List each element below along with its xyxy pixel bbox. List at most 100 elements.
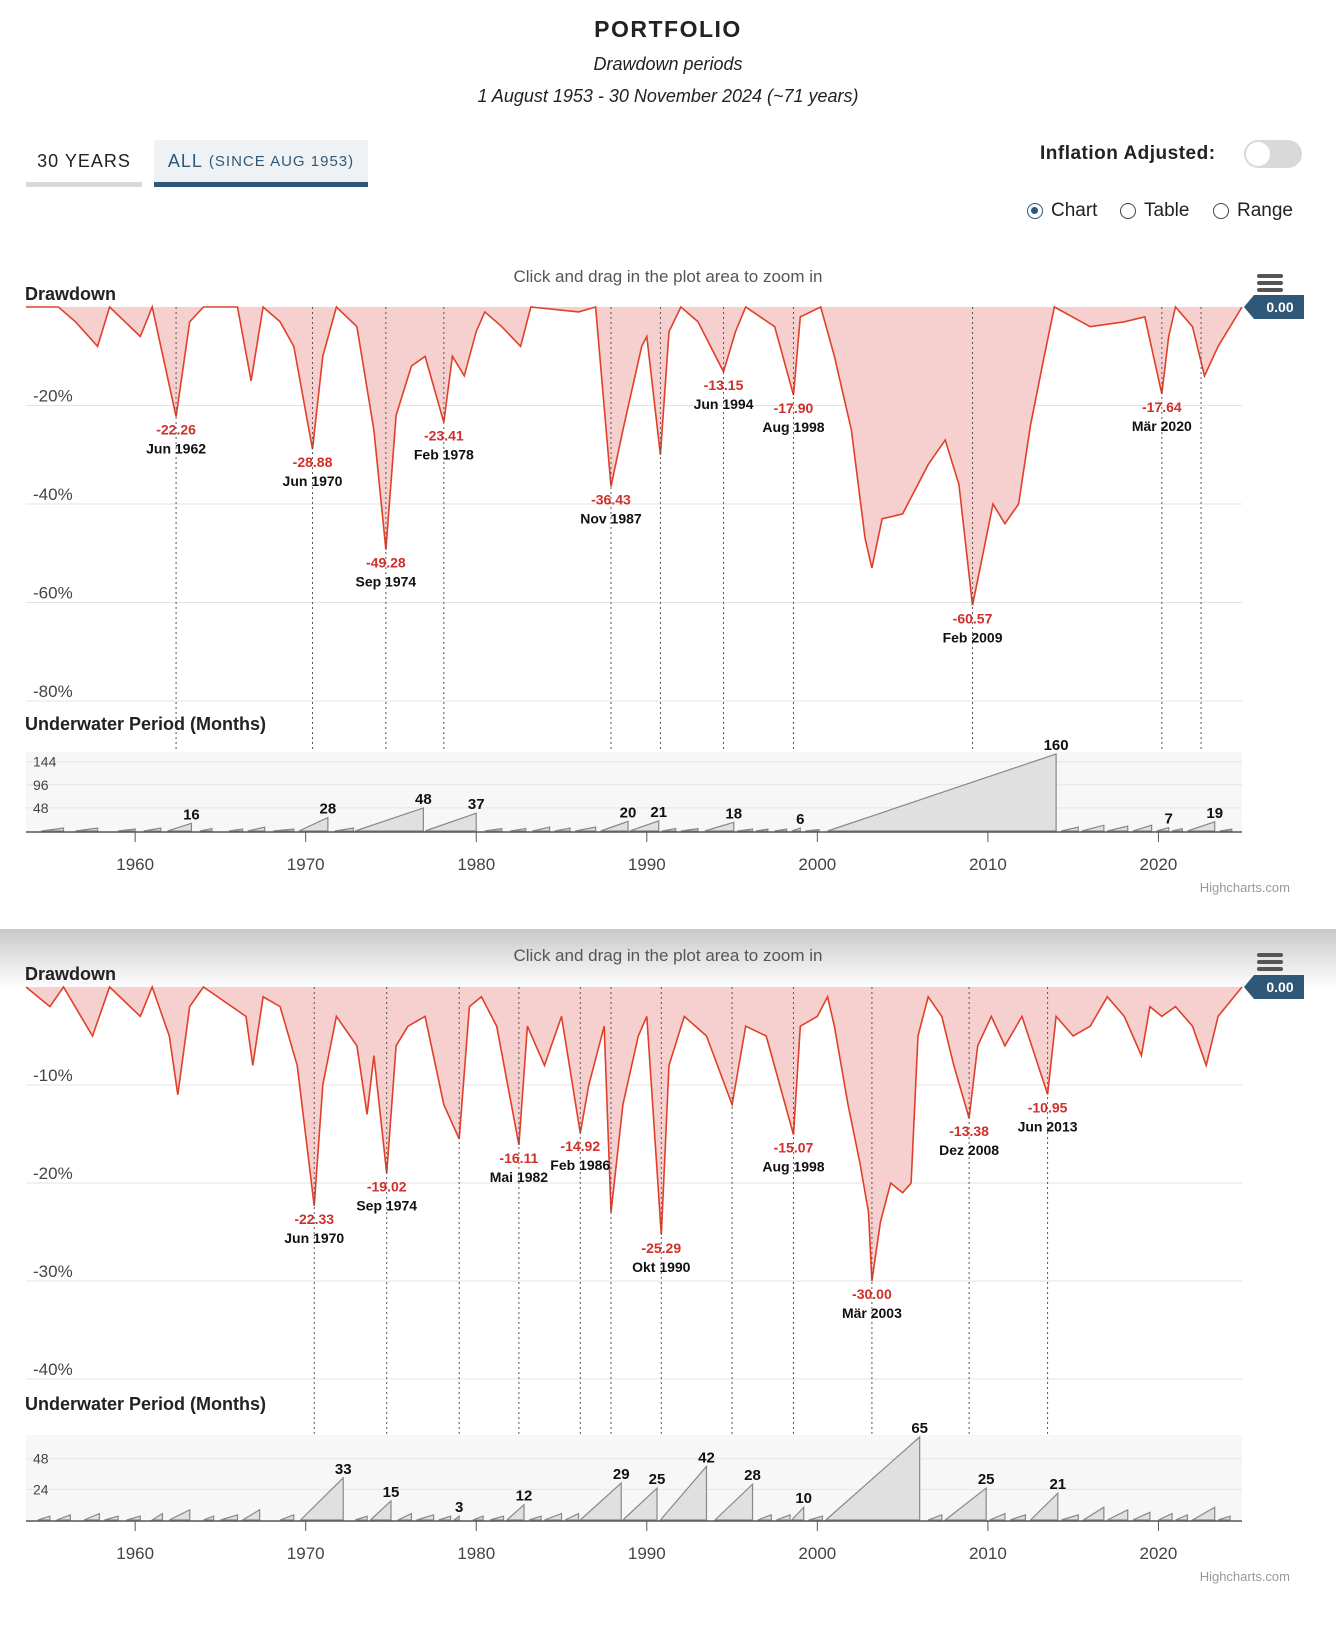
- underwater-ramp[interactable]: [118, 828, 136, 832]
- underwater-ramp[interactable]: [1029, 1491, 1059, 1521]
- underwater-ramp[interactable]: [704, 821, 735, 832]
- underwater-ramp[interactable]: [168, 1508, 191, 1521]
- drawdown-chart-1-svg[interactable]: Click and drag in the plot area to zoom …: [0, 260, 1336, 930]
- underwater-ramp[interactable]: [1107, 825, 1129, 832]
- chart-menu-icon[interactable]: [1257, 953, 1283, 971]
- underwater-ramp[interactable]: [484, 827, 503, 832]
- underwater-ramp[interactable]: [791, 827, 801, 832]
- radio-table[interactable]: Table: [1120, 200, 1189, 222]
- underwater-ramp[interactable]: [1009, 1514, 1027, 1521]
- underwater-ramp[interactable]: [776, 1514, 791, 1521]
- underwater-ramp[interactable]: [75, 827, 99, 832]
- underwater-ramp[interactable]: [1107, 1508, 1129, 1521]
- underwater-ramp[interactable]: [544, 1512, 563, 1521]
- drawdown-line[interactable]: [25, 984, 1243, 1282]
- underwater-ramp[interactable]: [827, 753, 1057, 832]
- underwater-ramp[interactable]: [629, 820, 660, 832]
- underwater-ramp[interactable]: [167, 822, 193, 832]
- radio-chart[interactable]: Chart: [1027, 200, 1097, 222]
- underwater-ramp[interactable]: [1081, 1506, 1105, 1521]
- underwater-ramp[interactable]: [927, 1514, 943, 1521]
- underwater-ramp[interactable]: [808, 1515, 824, 1521]
- underwater-ramp[interactable]: [1158, 1512, 1173, 1521]
- underwater-ramp[interactable]: [452, 1514, 460, 1521]
- underwater-ramp[interactable]: [1132, 1511, 1151, 1521]
- radio-chart-dot[interactable]: [1027, 203, 1043, 219]
- underwater-ramp[interactable]: [790, 1505, 805, 1521]
- underwater-ramp[interactable]: [489, 1515, 505, 1521]
- underwater-ramp[interactable]: [575, 826, 597, 832]
- underwater-ramp[interactable]: [1190, 1506, 1216, 1521]
- underwater-ramp[interactable]: [774, 828, 788, 832]
- underwater-ramp[interactable]: [532, 826, 551, 832]
- underwater-ramp[interactable]: [755, 828, 769, 832]
- radio-table-dot[interactable]: [1120, 203, 1136, 219]
- underwater-ramp[interactable]: [150, 1512, 164, 1521]
- highcharts-credit[interactable]: Highcharts.com: [1200, 1569, 1290, 1584]
- underwater-ramp[interactable]: [354, 1515, 368, 1521]
- tab-all[interactable]: ALL (SINCE AUG 1953): [154, 140, 368, 187]
- underwater-ramp[interactable]: [126, 1515, 141, 1521]
- radio-range-dot[interactable]: [1213, 203, 1229, 219]
- underwater-ramp[interactable]: [659, 1464, 708, 1521]
- underwater-ramp[interactable]: [757, 1514, 772, 1521]
- underwater-ramp[interactable]: [273, 828, 295, 832]
- underwater-ramp[interactable]: [83, 1512, 100, 1521]
- underwater-ramp[interactable]: [472, 1515, 484, 1521]
- underwater-ramp[interactable]: [1219, 828, 1233, 832]
- underwater-ramp[interactable]: [279, 1514, 295, 1521]
- underwater-ramp[interactable]: [240, 1508, 261, 1521]
- drawdown-chart-1[interactable]: Click and drag in the plot area to zoom …: [0, 260, 1336, 930]
- underwater-ramp[interactable]: [397, 1512, 413, 1521]
- underwater-ramp[interactable]: [528, 1515, 542, 1521]
- underwater-ramp[interactable]: [1061, 1514, 1079, 1521]
- underwater-ramp[interactable]: [943, 1486, 987, 1521]
- underwater-ramp[interactable]: [621, 1486, 658, 1521]
- underwater-ramp[interactable]: [564, 1512, 580, 1521]
- underwater-ramp[interactable]: [354, 807, 424, 832]
- underwater-ramp[interactable]: [334, 827, 355, 832]
- underwater-ramp[interactable]: [1171, 827, 1183, 832]
- underwater-ramp[interactable]: [805, 828, 820, 832]
- underwater-ramp[interactable]: [1081, 824, 1105, 832]
- underwater-ramp[interactable]: [220, 1514, 239, 1521]
- underwater-ramp[interactable]: [299, 1476, 344, 1521]
- underwater-ramp[interactable]: [1132, 824, 1153, 832]
- underwater-ramp[interactable]: [228, 828, 244, 832]
- underwater-ramp[interactable]: [1175, 1513, 1189, 1521]
- underwater-ramp[interactable]: [737, 828, 754, 832]
- underwater-ramp[interactable]: [143, 827, 162, 832]
- underwater-ramp[interactable]: [424, 812, 477, 832]
- drawdown-line[interactable]: [26, 304, 1243, 606]
- drawdown-chart-2-svg[interactable]: Click and drag in the plot area to zoom …: [0, 930, 1336, 1621]
- underwater-ramp[interactable]: [368, 1499, 392, 1521]
- underwater-ramp[interactable]: [247, 826, 266, 832]
- underwater-ramp[interactable]: [578, 1481, 622, 1521]
- underwater-ramp[interactable]: [203, 1515, 215, 1521]
- underwater-ramp[interactable]: [41, 827, 65, 832]
- underwater-ramp[interactable]: [1156, 826, 1170, 832]
- underwater-ramp[interactable]: [104, 1515, 119, 1521]
- underwater-ramp[interactable]: [505, 1503, 525, 1521]
- underwater-ramp[interactable]: [438, 1515, 452, 1521]
- underwater-ramp[interactable]: [1217, 1515, 1231, 1521]
- underwater-ramp[interactable]: [298, 816, 329, 832]
- radio-range[interactable]: Range: [1213, 200, 1293, 222]
- underwater-ramp[interactable]: [56, 1514, 71, 1521]
- underwater-ramp[interactable]: [989, 1512, 1006, 1521]
- underwater-ramp[interactable]: [824, 1435, 921, 1521]
- drawdown-chart-2[interactable]: Click and drag in the plot area to zoom …: [0, 930, 1336, 1621]
- underwater-ramp[interactable]: [37, 1515, 51, 1521]
- underwater-ramp[interactable]: [1061, 826, 1079, 832]
- underwater-ramp[interactable]: [416, 1514, 435, 1521]
- inflation-adjusted-toggle[interactable]: [1244, 140, 1302, 168]
- underwater-ramp[interactable]: [554, 827, 571, 832]
- underwater-ramp[interactable]: [600, 820, 629, 832]
- tab-30-years[interactable]: 30 YEARS: [26, 140, 142, 187]
- underwater-ramp[interactable]: [662, 827, 677, 832]
- highcharts-credit[interactable]: Highcharts.com: [1200, 880, 1290, 895]
- underwater-ramp[interactable]: [199, 827, 213, 832]
- underwater-ramp[interactable]: [1187, 821, 1216, 832]
- underwater-ramp[interactable]: [713, 1482, 754, 1521]
- underwater-ramp[interactable]: [680, 827, 699, 832]
